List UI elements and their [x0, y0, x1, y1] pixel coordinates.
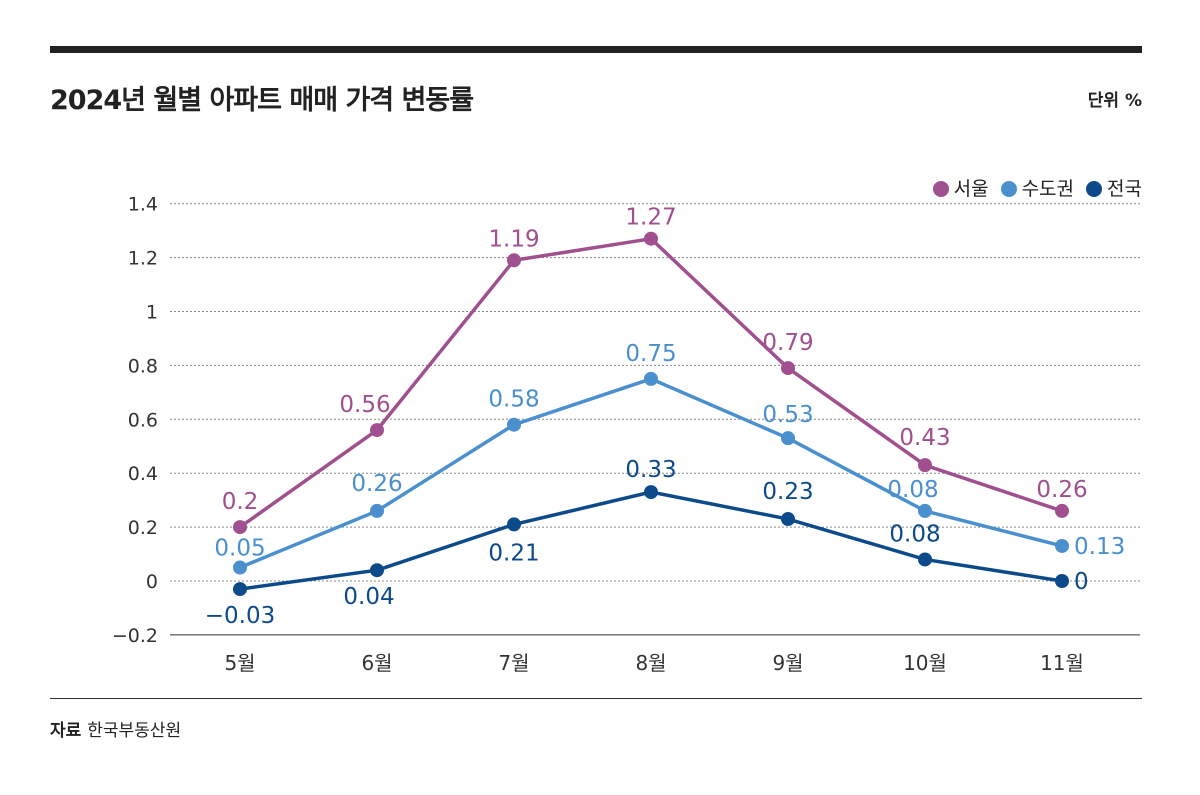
- data-label: 0.33: [625, 457, 676, 483]
- data-label: 0: [1074, 569, 1089, 595]
- x-tick-label: 9월: [772, 651, 803, 675]
- legend-item-capital: 수도권: [1000, 174, 1075, 201]
- data-point: [1055, 574, 1069, 588]
- x-tick-label: 6월: [361, 651, 392, 675]
- y-tick-label: 1.4: [128, 194, 158, 216]
- data-label: 0.23: [762, 479, 813, 505]
- y-tick-label: 0.4: [128, 463, 158, 485]
- x-tick-label: 11월: [1040, 651, 1084, 675]
- y-tick-label: 1.2: [128, 248, 158, 270]
- data-label: 0.21: [488, 540, 539, 566]
- x-tick-label: 10월: [903, 651, 947, 675]
- data-point: [233, 560, 247, 575]
- data-label: 0.04: [343, 584, 394, 610]
- data-point: [1055, 538, 1069, 553]
- data-label: 0.13: [1074, 534, 1125, 560]
- y-tick-label: 0: [146, 571, 158, 593]
- data-label: 0.56: [339, 392, 390, 418]
- y-tick-label: 0.8: [128, 355, 158, 377]
- data-point: [1055, 503, 1069, 518]
- chart-title: 2024년 월별 아파트 매매 가격 변동률: [50, 85, 474, 116]
- legend-label: 수도권: [1021, 178, 1075, 200]
- data-point: [507, 417, 521, 432]
- data-label: 0.26: [351, 471, 402, 497]
- data-point: [370, 423, 384, 438]
- bottom-rule: [50, 698, 1142, 699]
- data-label: 0.2: [222, 489, 259, 515]
- data-label: 0.08: [889, 521, 940, 547]
- data-point: [918, 458, 932, 473]
- data-point: [781, 361, 795, 376]
- data-label: 1.27: [625, 205, 676, 231]
- y-tick-label: 1: [146, 302, 158, 324]
- data-point: [507, 517, 521, 532]
- data-point: [918, 503, 932, 518]
- data-label: 1.19: [488, 226, 539, 252]
- data-point: [781, 512, 795, 527]
- legend-item-national: 전국: [1086, 174, 1142, 201]
- source-note: 자료 한국부동산원: [50, 716, 181, 741]
- data-point: [918, 552, 932, 567]
- data-label: 0.79: [762, 330, 813, 356]
- data-point: [644, 485, 658, 500]
- data-label: −0.03: [205, 603, 275, 629]
- data-label: 0.53: [762, 402, 813, 428]
- unit-label: 단위 %: [1087, 91, 1142, 111]
- legend-marker-icon: [932, 181, 949, 197]
- data-point: [233, 520, 247, 535]
- legend-marker-icon: [1000, 181, 1017, 197]
- legend-label: 서울: [953, 178, 989, 200]
- data-label: 0.43: [899, 425, 950, 451]
- legend: 서울 수도권 전국: [932, 174, 1142, 201]
- data-label: 0.75: [625, 341, 676, 367]
- x-tick-label: 8월: [635, 651, 666, 675]
- data-point: [644, 371, 658, 386]
- x-tick-label: 7월: [498, 651, 529, 675]
- top-rule: [50, 46, 1142, 53]
- legend-label: 전국: [1107, 178, 1142, 200]
- source-label: 자료: [50, 721, 82, 741]
- y-tick-label: −0.2: [112, 625, 158, 647]
- data-point: [781, 431, 795, 446]
- data-point: [233, 582, 247, 597]
- y-tick-label: 0.2: [128, 517, 158, 539]
- source-text: 한국부동산원: [87, 721, 182, 741]
- legend-item-seoul: 서울: [932, 174, 989, 201]
- data-label: 0.58: [488, 387, 539, 413]
- data-point: [370, 563, 384, 578]
- data-point: [507, 253, 521, 268]
- legend-marker-icon: [1086, 181, 1103, 197]
- data-label: 0.08: [887, 477, 938, 503]
- y-tick-label: 0.6: [128, 409, 158, 431]
- data-point: [370, 503, 384, 518]
- data-label: 0.26: [1036, 477, 1087, 503]
- data-label: 0.05: [214, 536, 265, 562]
- data-point: [644, 231, 658, 246]
- x-tick-label: 5월: [224, 651, 255, 675]
